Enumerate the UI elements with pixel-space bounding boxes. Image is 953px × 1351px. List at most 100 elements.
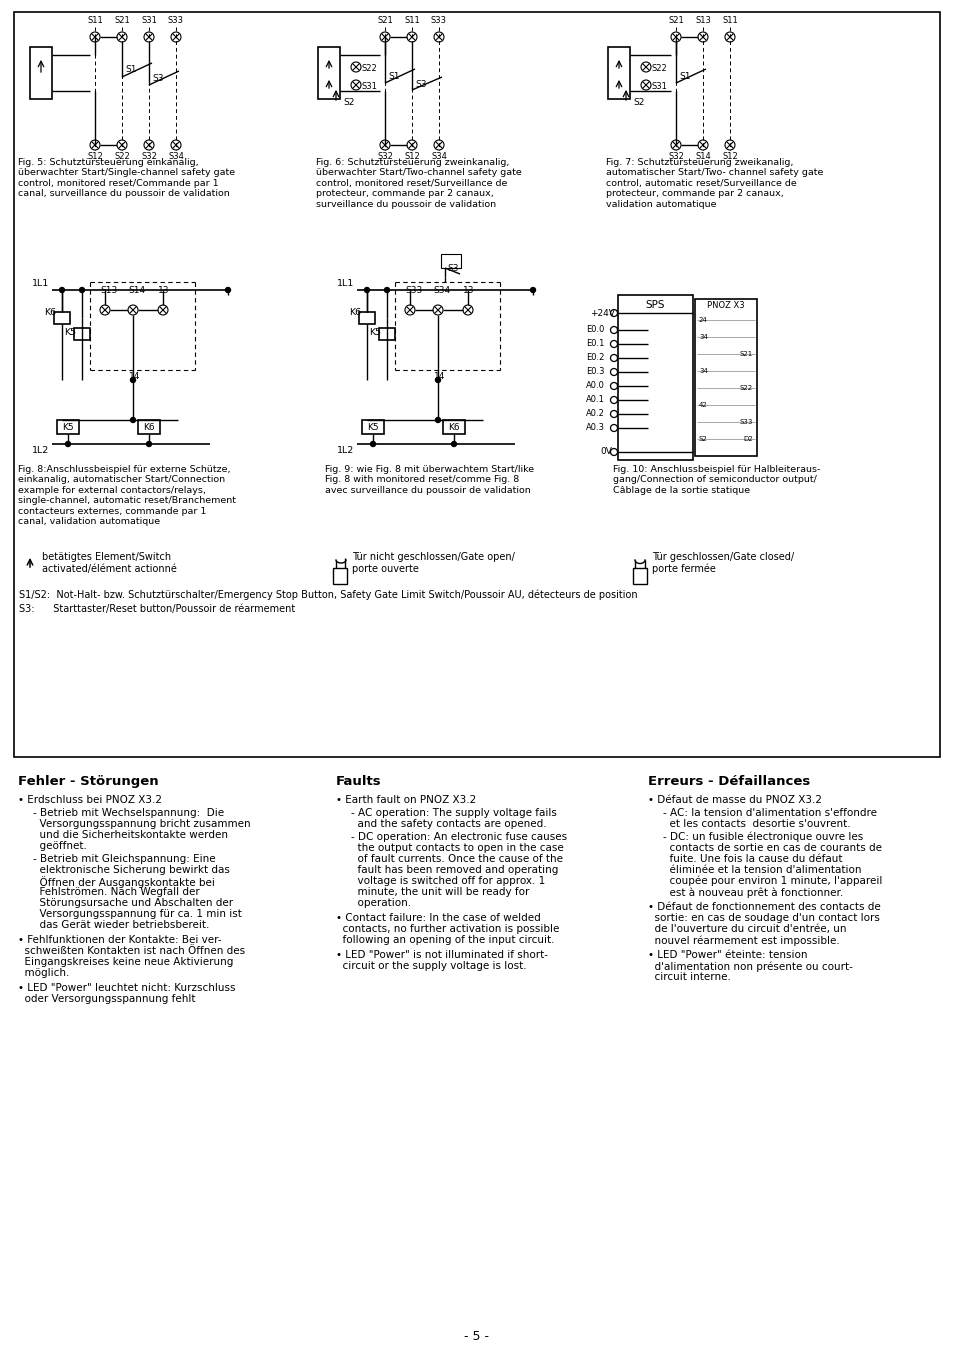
Bar	[633, 567, 646, 584]
Text: 24: 24	[699, 317, 707, 323]
Text: A0.3: A0.3	[585, 423, 604, 432]
Text: S22: S22	[114, 153, 130, 161]
Text: coupée pour environ 1 minute, l'appareil: coupée pour environ 1 minute, l'appareil	[649, 875, 882, 886]
Text: following an opening of the input circuit.: following an opening of the input circui…	[335, 935, 554, 944]
Text: S3: S3	[415, 80, 426, 89]
Text: S31: S31	[141, 16, 157, 26]
Circle shape	[131, 377, 135, 382]
Text: 1L1: 1L1	[336, 280, 354, 288]
Text: K5: K5	[64, 328, 76, 336]
Text: 13: 13	[462, 286, 474, 295]
Text: Faults: Faults	[335, 775, 381, 788]
Bar	[74, 328, 90, 340]
Text: S13: S13	[695, 16, 710, 26]
Text: S33: S33	[739, 419, 752, 426]
Text: S21: S21	[739, 351, 752, 357]
Text: K5: K5	[62, 423, 73, 431]
Text: Fig. 9: wie Fig. 8 mit überwachtem Start/like
Fig. 8 with monitored reset/comme : Fig. 9: wie Fig. 8 mit überwachtem Start…	[325, 465, 534, 494]
Text: möglich.: möglich.	[18, 969, 70, 978]
Text: S31: S31	[651, 82, 667, 91]
Circle shape	[451, 442, 456, 446]
Circle shape	[384, 288, 389, 293]
Text: 14: 14	[129, 372, 140, 381]
Text: S21: S21	[376, 16, 393, 26]
Text: 34: 34	[699, 367, 707, 374]
Bar	[14, 12, 939, 757]
Text: 42: 42	[699, 403, 707, 408]
Text: S34: S34	[431, 153, 446, 161]
Circle shape	[530, 288, 535, 293]
Text: S34: S34	[433, 286, 450, 295]
Text: Fehlströmen. Nach Wegfall der: Fehlströmen. Nach Wegfall der	[20, 888, 199, 897]
Text: • Défaut de masse du PNOZ X3.2: • Défaut de masse du PNOZ X3.2	[647, 794, 821, 805]
Text: E0.2: E0.2	[585, 354, 604, 362]
Bar	[695, 299, 757, 457]
Text: geöffnet.: geöffnet.	[20, 842, 87, 851]
Text: 0V: 0V	[599, 447, 611, 457]
Text: S21: S21	[667, 16, 683, 26]
Text: 1L2: 1L2	[336, 446, 354, 455]
Bar	[361, 420, 384, 434]
Bar	[618, 295, 692, 459]
Text: - Betrieb mit Gleichspannung: Eine: - Betrieb mit Gleichspannung: Eine	[20, 854, 215, 865]
Text: S21: S21	[114, 16, 130, 26]
Text: K6: K6	[44, 308, 56, 317]
Bar	[378, 328, 395, 340]
Text: K5: K5	[369, 328, 381, 336]
Circle shape	[66, 442, 71, 446]
Text: S22: S22	[361, 63, 377, 73]
Text: 1L1: 1L1	[32, 280, 50, 288]
Text: A0.1: A0.1	[585, 396, 604, 404]
Text: S2: S2	[343, 99, 354, 107]
Text: Tür geschlossen/Gate closed/
porte fermée: Tür geschlossen/Gate closed/ porte fermé…	[651, 553, 793, 574]
Text: circuit or the supply voltage is lost.: circuit or the supply voltage is lost.	[335, 961, 526, 971]
Text: 34: 34	[699, 334, 707, 340]
Text: SPS: SPS	[644, 300, 664, 309]
Text: contacts, no further activation is possible: contacts, no further activation is possi…	[335, 924, 558, 934]
Text: Fig. 10: Anschlussbeispiel für Halbleiteraus-
gang/Connection of semiconductor o: Fig. 10: Anschlussbeispiel für Halbleite…	[613, 465, 820, 494]
Text: K6: K6	[349, 308, 361, 317]
Text: and the safety contacts are opened.: and the safety contacts are opened.	[337, 819, 546, 830]
Text: schweißten Kontakten ist nach Öffnen des: schweißten Kontakten ist nach Öffnen des	[18, 946, 245, 957]
Text: Fig. 5: Schutztürsteuerung einkanalig,
überwachter Start/Single-channel safety g: Fig. 5: Schutztürsteuerung einkanalig, ü…	[18, 158, 234, 199]
Bar	[442, 420, 464, 434]
Circle shape	[364, 288, 369, 293]
Text: Erreurs - Défaillances: Erreurs - Défaillances	[647, 775, 809, 788]
Text: S32: S32	[376, 153, 393, 161]
Text: • Earth fault on PNOZ X3.2: • Earth fault on PNOZ X3.2	[335, 794, 476, 805]
Circle shape	[435, 417, 440, 423]
Text: d'alimentation non présente ou court-: d'alimentation non présente ou court-	[647, 961, 852, 971]
Text: S1: S1	[679, 72, 690, 81]
Text: Versorgungsspannung für ca. 1 min ist: Versorgungsspannung für ca. 1 min ist	[20, 909, 242, 919]
Text: S12: S12	[721, 153, 737, 161]
Text: S14: S14	[128, 286, 145, 295]
Text: contacts de sortie en cas de courants de: contacts de sortie en cas de courants de	[649, 843, 882, 852]
Text: the output contacts to open in the case: the output contacts to open in the case	[337, 843, 563, 852]
Text: S33: S33	[431, 16, 447, 26]
Text: S2: S2	[633, 99, 643, 107]
Text: S13: S13	[100, 286, 117, 295]
Text: minute, the unit will be ready for: minute, the unit will be ready for	[337, 888, 529, 897]
Text: fault has been removed and operating: fault has been removed and operating	[337, 865, 558, 875]
Text: 1L2: 1L2	[32, 446, 50, 455]
Text: • LED "Power" leuchtet nicht: Kurzschluss: • LED "Power" leuchtet nicht: Kurzschlus…	[18, 984, 235, 993]
Text: das Gerät wieder betriebsbereit.: das Gerät wieder betriebsbereit.	[20, 920, 209, 929]
Text: E0.3: E0.3	[585, 367, 604, 377]
Text: • Contact failure: In the case of welded: • Contact failure: In the case of welded	[335, 913, 540, 923]
Text: A0.0: A0.0	[585, 381, 604, 390]
Circle shape	[147, 442, 152, 446]
Text: • Erdschluss bei PNOZ X3.2: • Erdschluss bei PNOZ X3.2	[18, 794, 162, 805]
Text: S11: S11	[721, 16, 737, 26]
Text: - AC: la tension d'alimentation s'effondre: - AC: la tension d'alimentation s'effond…	[649, 808, 876, 817]
Bar	[30, 47, 52, 99]
Text: • LED "Power" is not illuminated if short-: • LED "Power" is not illuminated if shor…	[335, 950, 547, 961]
Text: S22: S22	[651, 63, 667, 73]
Text: S33: S33	[405, 286, 422, 295]
Text: operation.: operation.	[337, 898, 411, 908]
Text: - DC operation: An electronic fuse causes: - DC operation: An electronic fuse cause…	[337, 832, 566, 842]
Text: S32: S32	[667, 153, 683, 161]
Text: E0.0: E0.0	[585, 326, 604, 335]
Bar	[333, 567, 347, 584]
Text: éliminée et la tension d'alimentation: éliminée et la tension d'alimentation	[649, 865, 861, 875]
Text: S33: S33	[168, 16, 184, 26]
